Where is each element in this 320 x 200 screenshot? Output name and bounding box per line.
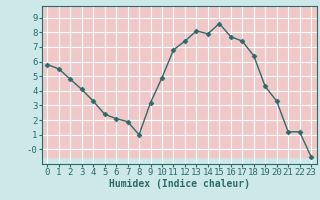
X-axis label: Humidex (Indice chaleur): Humidex (Indice chaleur) bbox=[109, 179, 250, 189]
